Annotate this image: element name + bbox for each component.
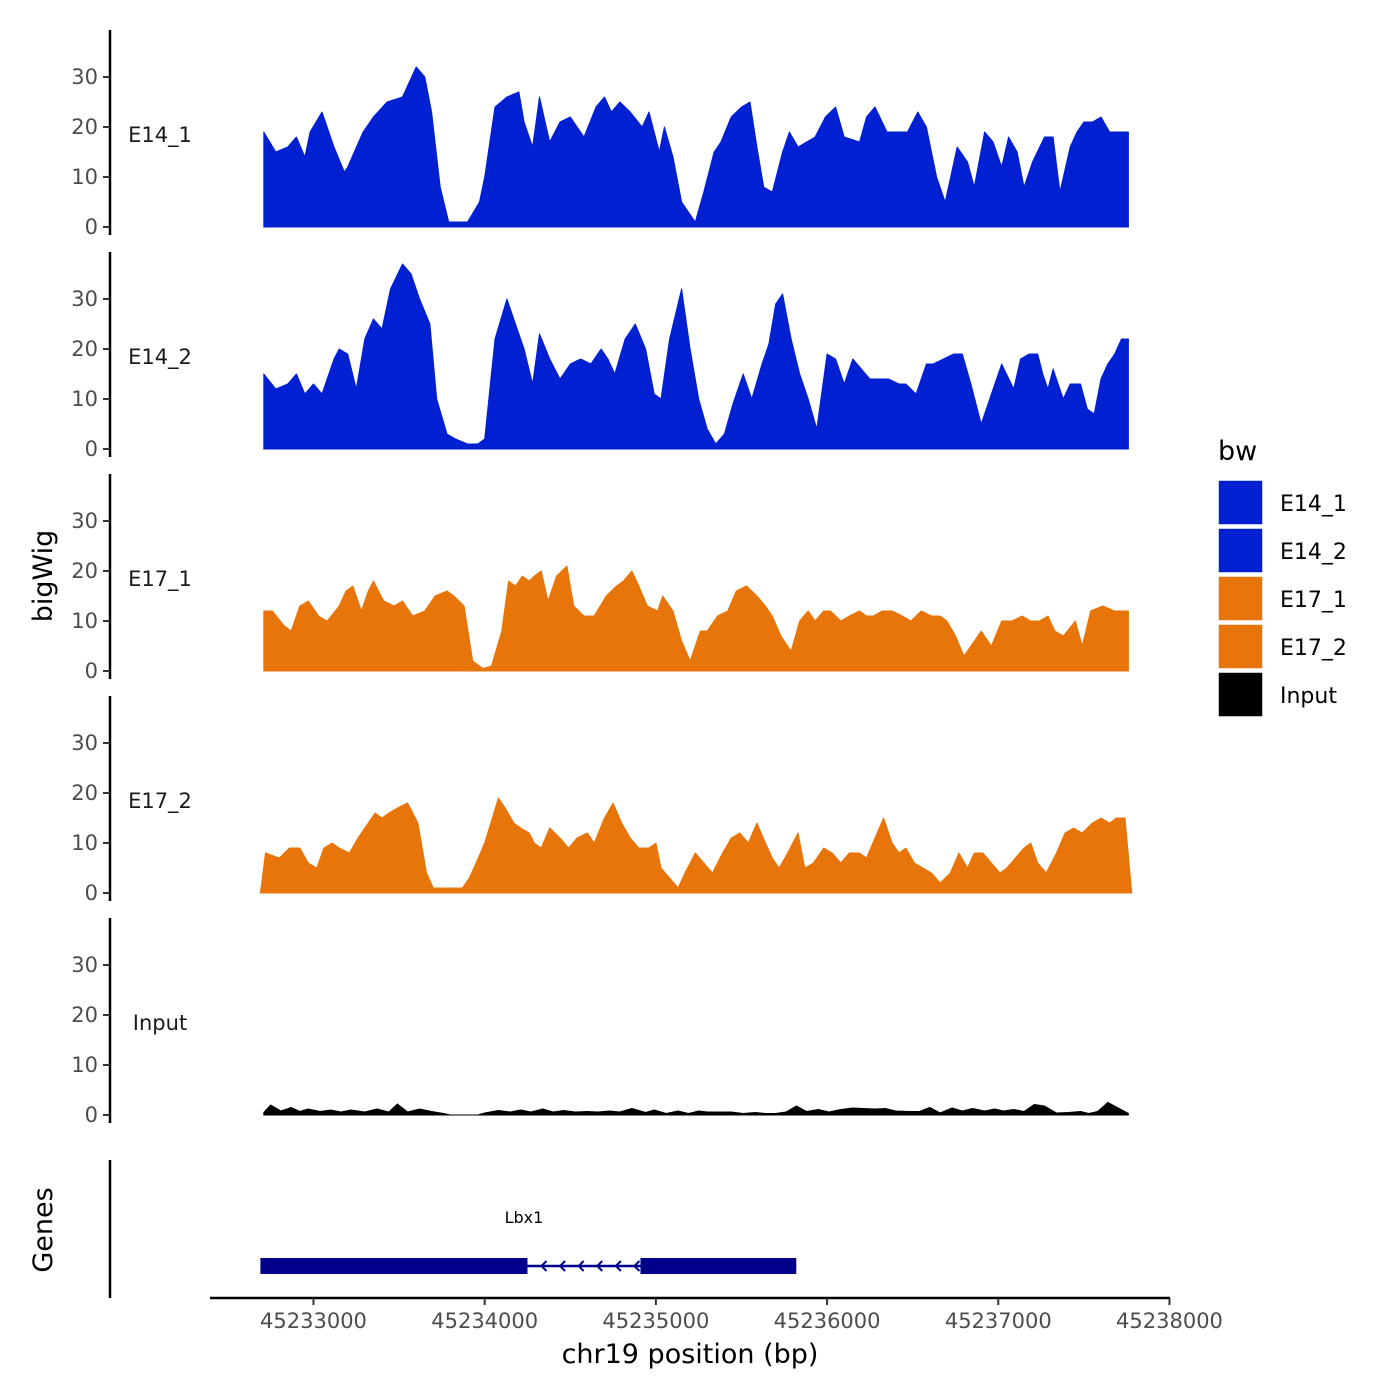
gene-lbx1: Lbx1	[260, 1208, 797, 1274]
y-tick-label: 0	[85, 881, 98, 905]
y-tick-label: 30	[71, 287, 98, 311]
track-label: E14_2	[128, 345, 192, 370]
legend-label: E17_1	[1280, 588, 1347, 613]
y-tick-label: 10	[71, 831, 98, 855]
y-tick-label: 0	[85, 1103, 98, 1127]
x-tick-label: 45234000	[431, 1309, 538, 1333]
y-tick-label: 30	[71, 731, 98, 755]
legend-swatch	[1217, 527, 1264, 574]
y-tick-label: 0	[85, 437, 98, 461]
y-tick-label: 20	[71, 337, 98, 361]
y-tick-label: 10	[71, 1053, 98, 1077]
y-tick-label: 30	[71, 65, 98, 89]
y-tick-label: 10	[71, 609, 98, 633]
x-tick-label: 45238000	[1116, 1309, 1223, 1333]
x-tick-label: 45233000	[260, 1309, 367, 1333]
legend-item-e17-1: E17_1	[1217, 575, 1347, 622]
track-label: E17_1	[128, 567, 192, 592]
coverage-area-e14-2	[263, 263, 1129, 450]
strand-arrow	[633, 1260, 641, 1272]
x-axis: 45233000 45234000 45235000 45236000 45237000…	[210, 1296, 1223, 1333]
legend-label: E14_1	[1280, 492, 1347, 517]
legend-label: E17_2	[1280, 636, 1347, 661]
coverage-area-e17-2	[259, 797, 1133, 894]
legend: bw E14_1 E14_2 E17_1 E17_2 Input	[1217, 436, 1347, 718]
y-tick-label: 10	[71, 165, 98, 189]
y-tick-label: 20	[71, 781, 98, 805]
legend-label: Input	[1280, 684, 1337, 709]
track-panel-input: 0 10 20 30 Input	[71, 918, 1129, 1127]
strand-arrow	[614, 1260, 622, 1272]
x-tick-label: 45236000	[774, 1309, 881, 1333]
y-axis-title: bigWig	[28, 530, 59, 623]
y-tick-label: 20	[71, 1003, 98, 1027]
track-panel-e17-1: 0 10 20 30 E17_1	[71, 474, 1129, 683]
y-tick-label: 30	[71, 509, 98, 533]
coverage-area-e17-1	[263, 565, 1129, 672]
track-label: E14_1	[128, 123, 192, 148]
gene-label: Lbx1	[505, 1208, 544, 1227]
coverage-area-input	[263, 1102, 1129, 1116]
y-tick-label: 0	[85, 215, 98, 239]
legend-item-e14-1: E14_1	[1217, 479, 1347, 526]
legend-swatch	[1217, 623, 1264, 670]
legend-label: E14_2	[1280, 540, 1347, 565]
track-panel-e14-2: 0 10 20 30 E14_2	[71, 252, 1129, 461]
x-tick-label: 45237000	[945, 1309, 1052, 1333]
strand-arrow	[540, 1260, 548, 1272]
y-tick-label: 0	[85, 659, 98, 683]
coverage-panels: 0 10 20 30 E14_1 0 10 20 30 E14_2 0 10 20 30 E17_1 0 10 2…	[71, 30, 1133, 1127]
gene-exon	[260, 1258, 528, 1274]
x-tick-label: 45235000	[602, 1309, 709, 1333]
y-tick-label: 20	[71, 559, 98, 583]
track-label: E17_2	[128, 789, 192, 814]
legend-swatch	[1217, 575, 1264, 622]
legend-item-input: Input	[1217, 671, 1337, 718]
coverage-area-e14-1	[263, 66, 1129, 228]
y-tick-label: 30	[71, 953, 98, 977]
legend-swatch	[1217, 671, 1264, 718]
strand-arrow	[577, 1260, 585, 1272]
track-panel-e17-2: 0 10 20 30 E17_2	[71, 696, 1133, 905]
legend-item-e14-2: E14_2	[1217, 527, 1347, 574]
strand-arrow	[595, 1260, 603, 1272]
y-tick-label: 10	[71, 387, 98, 411]
x-axis-title: chr19 position (bp)	[562, 1339, 819, 1370]
gene-panel: Lbx1	[108, 1160, 797, 1298]
legend-item-e17-2: E17_2	[1217, 623, 1347, 670]
gene-exon	[640, 1258, 797, 1274]
track-panel-e14-1: 0 10 20 30 E14_1	[71, 30, 1129, 239]
track-label: Input	[133, 1011, 187, 1035]
y-tick-label: 20	[71, 115, 98, 139]
legend-swatch	[1217, 479, 1264, 526]
legend-title: bw	[1218, 436, 1257, 467]
strand-arrow	[558, 1260, 566, 1272]
genes-axis-title: Genes	[28, 1187, 59, 1272]
